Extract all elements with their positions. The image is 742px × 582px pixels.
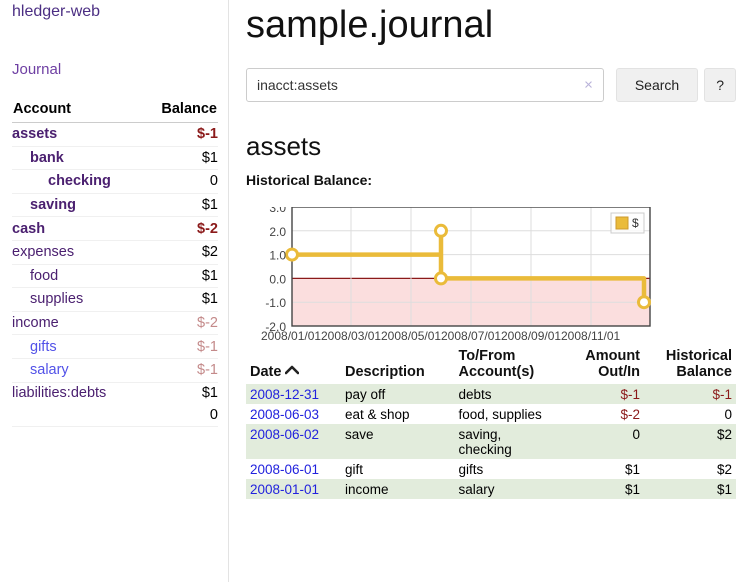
svg-text:2008/09/01: 2008/09/01 [501,329,561,343]
svg-text:1.0: 1.0 [269,249,286,263]
svg-text:0.0: 0.0 [269,272,286,286]
svg-text:2008/11/01: 2008/11/01 [561,329,620,343]
svg-text:2008/01/01: 2008/01/01 [261,329,321,343]
svg-text:2.0: 2.0 [269,225,286,239]
svg-text:3.0: 3.0 [269,207,286,215]
svg-text:2008/07/01: 2008/07/01 [441,329,501,343]
svg-text:2008/05/01: 2008/05/01 [381,329,441,343]
svg-text:$: $ [632,216,639,230]
svg-text:-1.0: -1.0 [265,296,286,310]
svg-text:2008/03/01: 2008/03/01 [321,329,381,343]
